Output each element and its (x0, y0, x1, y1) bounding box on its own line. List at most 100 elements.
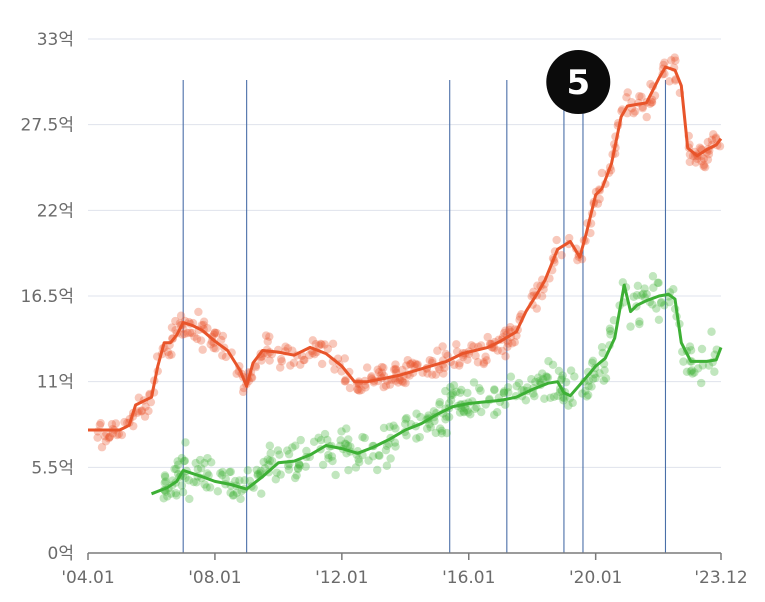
scatter-point (300, 355, 309, 365)
scatter-point (180, 456, 190, 466)
scatter-point (521, 396, 531, 405)
scatter-point (354, 457, 364, 467)
scatter-point (176, 311, 186, 320)
scatter-point (709, 130, 718, 139)
scatter-point (426, 423, 435, 432)
x-tick-label: '08.01 (188, 568, 241, 588)
scatter-point (415, 432, 424, 442)
scatter-point (476, 407, 486, 417)
scatter-point (316, 435, 326, 445)
scatter-point (299, 355, 308, 365)
scatter-point (342, 424, 351, 433)
scatter-point (455, 358, 464, 368)
y-tick-label: 11억 (37, 373, 74, 393)
scatter-point (229, 490, 238, 500)
scatter-point (473, 358, 483, 367)
scatter-point (446, 383, 455, 392)
scatter-point (107, 420, 117, 429)
scatter-point (449, 381, 459, 390)
scatter-point (226, 488, 235, 497)
scatter-point (361, 383, 370, 392)
y-tick-label: 22억 (37, 201, 74, 221)
x-tick-label: '16.01 (442, 568, 495, 588)
scatter-point (178, 330, 187, 339)
scatter-point (587, 358, 597, 368)
y-tick-label: 0억 (48, 544, 74, 564)
scatter-point (514, 378, 524, 388)
scatter-point (311, 339, 320, 349)
scatter-point (261, 331, 271, 340)
scatter-point (530, 391, 539, 401)
scatter-point (263, 337, 272, 346)
scatter-point (272, 468, 281, 477)
scatter-point (700, 162, 710, 172)
scatter-point (425, 356, 434, 365)
scatter-point (183, 328, 192, 338)
scatter-point (200, 480, 209, 489)
scatter-point (185, 328, 195, 337)
scatter-point (112, 430, 122, 440)
scatter-point (654, 278, 663, 287)
scatter-point (506, 372, 516, 381)
x-tick-label: '12.01 (315, 568, 368, 588)
scatter-point (686, 367, 695, 376)
scatter-point (435, 365, 444, 374)
scatter-point (323, 435, 332, 445)
scatter-point (196, 464, 206, 473)
scatter-point (203, 469, 212, 478)
scatter-point (506, 323, 515, 332)
scatter-point (707, 135, 717, 145)
scatter-point (533, 373, 543, 382)
scatter-point (412, 409, 421, 418)
scatter-point (537, 292, 547, 301)
scatter-point (137, 406, 147, 415)
scatter-point (328, 456, 337, 466)
scatter-point (308, 348, 317, 358)
scatter-point (412, 434, 421, 443)
scatter-point (163, 347, 172, 357)
scatter-point (96, 418, 105, 428)
scatter-point (265, 441, 275, 450)
scatter-point (195, 455, 205, 465)
scatter-point (114, 429, 124, 439)
scatter-point (697, 157, 706, 166)
scatter-point (293, 464, 303, 474)
scatter-point (623, 88, 632, 97)
scatter-point (232, 369, 241, 378)
scatter-point (581, 386, 590, 396)
scatter-point (120, 417, 129, 427)
scatter-point (144, 406, 153, 416)
scatter-point (346, 442, 355, 451)
scatter-point (374, 368, 384, 377)
scatter-point (688, 369, 697, 378)
scatter-point (687, 366, 697, 375)
scatter-point (202, 483, 211, 492)
scatter-point (578, 389, 587, 398)
scatter-point (257, 489, 266, 498)
scatter-point (337, 427, 346, 436)
scatter-point (360, 433, 369, 443)
x-tick-labels: '04.01 '08.01 '12.01 '16.01 '20.01 '23.12 (61, 568, 747, 588)
scatter-point (140, 412, 150, 421)
scatter-point (398, 365, 407, 375)
scatter-point (667, 56, 676, 65)
scatter-point (464, 408, 473, 417)
scatter-point (459, 407, 469, 417)
scatter-point (265, 456, 275, 465)
y-tick-label: 27.5억 (21, 116, 75, 136)
scatter-point (389, 365, 399, 374)
scatter-point (336, 436, 345, 445)
scatter-point (416, 412, 425, 422)
scatter-point (264, 460, 273, 469)
scatter-point (630, 107, 640, 116)
scatter-point (314, 433, 323, 442)
scatter-point (217, 470, 227, 480)
scatter-point (503, 342, 512, 351)
scatter-point (221, 474, 230, 484)
scatter-point (543, 373, 553, 382)
scatter-point (218, 351, 227, 360)
scatter-point (599, 376, 609, 385)
scatter-point (374, 451, 383, 460)
scatter-point (455, 361, 464, 370)
scatter-point (276, 354, 286, 364)
